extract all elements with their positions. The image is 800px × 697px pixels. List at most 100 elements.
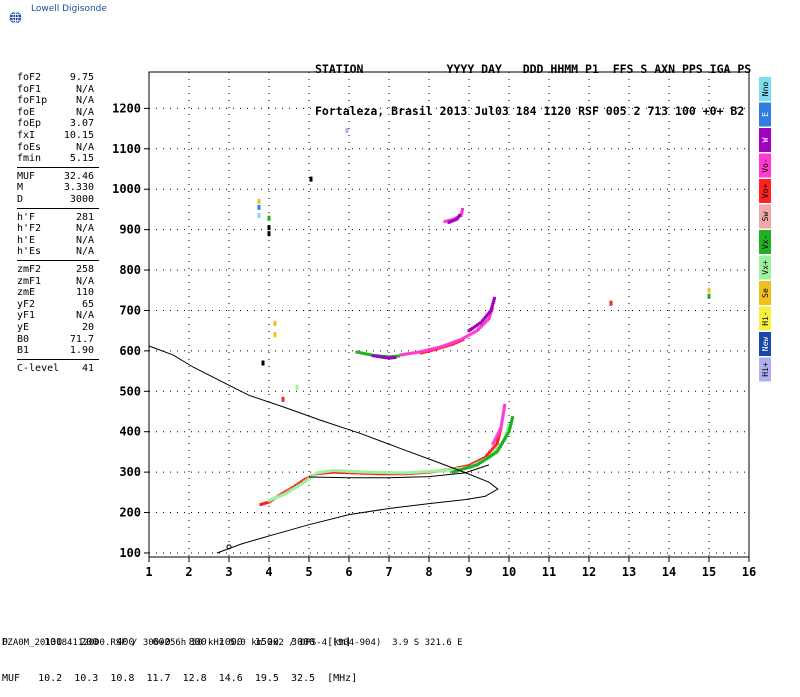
echo-pixel: [506, 432, 510, 435]
param-row: B0 71.7: [0, 334, 100, 345]
echo-pixel: [335, 470, 339, 474]
echo-pixel: [263, 501, 267, 505]
echo-pixel: [449, 341, 453, 345]
echo-trace: [491, 403, 507, 446]
echo-pixel: [361, 470, 365, 474]
legend-label: Vo+: [761, 184, 770, 199]
echo-pixel: [333, 470, 337, 474]
echo-pixel: [333, 469, 337, 473]
param-row: yF1 N/A: [0, 310, 100, 321]
echo-pixel: [399, 471, 403, 475]
echo-pixel: [502, 408, 506, 411]
echo-pixel: [463, 335, 467, 339]
param-value: N/A: [75, 234, 94, 246]
echo-pixel: [391, 356, 395, 360]
echo-pixel: [406, 352, 410, 356]
param-value: 110: [75, 287, 94, 299]
param-row: yF2 65: [0, 299, 100, 310]
echo-pixel: [482, 458, 486, 462]
echo-pixel: [504, 435, 508, 439]
param-value: 281: [75, 211, 94, 223]
echo-pixel: [352, 470, 356, 474]
y-tick-label: 700: [119, 303, 141, 317]
echo-pixel: [359, 470, 363, 474]
echo-pixel: [450, 468, 453, 472]
echo-pixel: [498, 428, 502, 432]
echo-pixel: [430, 469, 434, 473]
echo-pixel: [283, 490, 287, 494]
y-tick-label: 300: [119, 465, 141, 479]
param-value: 5.15: [69, 153, 94, 165]
echo-pixel: [426, 348, 430, 352]
echo-pixel: [493, 449, 497, 453]
echo-dot: [707, 293, 711, 299]
legend-swatch: [759, 179, 771, 203]
echo-pixel: [492, 440, 496, 444]
y-tick-label: 1200: [112, 101, 141, 115]
echo-pixel: [414, 470, 418, 474]
legend-label: New: [761, 337, 770, 352]
echo-pixel: [455, 339, 459, 343]
echo-pixel: [497, 436, 500, 440]
echo-pixel: [490, 304, 494, 308]
echo-pixel: [379, 470, 383, 474]
param-row: foF1 N/A: [0, 84, 100, 95]
x-tick-label: 12: [582, 565, 596, 579]
echo-pixel: [259, 503, 263, 506]
echo-pixel: [383, 471, 387, 474]
param-label: yE: [17, 322, 30, 333]
param-row: h'F2 N/A: [0, 223, 100, 234]
echo-pixel: [369, 353, 373, 357]
echo-pixel: [423, 349, 427, 353]
echo-pixel: [315, 471, 319, 475]
echo-pixel: [469, 328, 473, 331]
echo-pixel: [488, 455, 492, 459]
param-label: foF2: [17, 72, 42, 83]
y-tick-label: 400: [119, 425, 141, 439]
echo-pixel: [494, 444, 497, 448]
echo-pixel: [401, 353, 405, 357]
echo-pixel: [285, 491, 289, 495]
echo-pixel: [428, 348, 432, 351]
param-row: fmin 5.15: [0, 153, 100, 164]
param-value: 71.7: [69, 333, 94, 345]
echo-pixel: [443, 220, 447, 223]
ionogram-chart: 1 2 3 4 5 6 7 8 9 10 11 12 13 14 15 1610020030040050060…: [112, 71, 771, 579]
echo-pixel: [495, 450, 499, 454]
echo-pixel: [350, 470, 354, 473]
echo-pixel: [366, 352, 370, 356]
echo-dot: [295, 384, 299, 390]
echo-pixel: [374, 470, 378, 474]
param-value: 1.90: [69, 345, 94, 357]
echo-pixel: [295, 484, 299, 488]
legend-label: Nno: [761, 82, 770, 97]
param-row: zmF2 258: [0, 264, 100, 275]
echo-pixel: [417, 350, 421, 354]
echo-pixel: [456, 215, 460, 219]
echo-pixel: [447, 342, 451, 346]
echo-pixel: [407, 471, 411, 475]
echo-pixel: [405, 471, 409, 475]
echo-pixel: [373, 354, 377, 358]
param-label: fmin: [17, 153, 42, 165]
echo-pixel: [510, 418, 514, 422]
params-separator: [17, 166, 99, 168]
echo-pixel: [496, 432, 500, 436]
echo-pixel: [447, 468, 451, 472]
param-label: foEs: [17, 141, 42, 153]
echo-pixel: [306, 477, 310, 481]
echo-dot: [261, 360, 265, 366]
x-tick-label: 2: [185, 565, 192, 579]
echo-pixel: [385, 356, 389, 360]
echo-dot: [309, 176, 313, 182]
echo-pixel: [385, 471, 389, 475]
echo-pixel: [479, 461, 483, 464]
echo-pixel: [492, 298, 496, 302]
param-label: zmE: [17, 287, 36, 299]
echo-pixel: [360, 351, 364, 355]
echo-pixel: [443, 343, 447, 347]
param-row: foF1p N/A: [0, 95, 100, 106]
echo-pixel: [342, 469, 346, 473]
echo-pixel: [473, 464, 477, 467]
echo-pixel: [427, 470, 431, 473]
